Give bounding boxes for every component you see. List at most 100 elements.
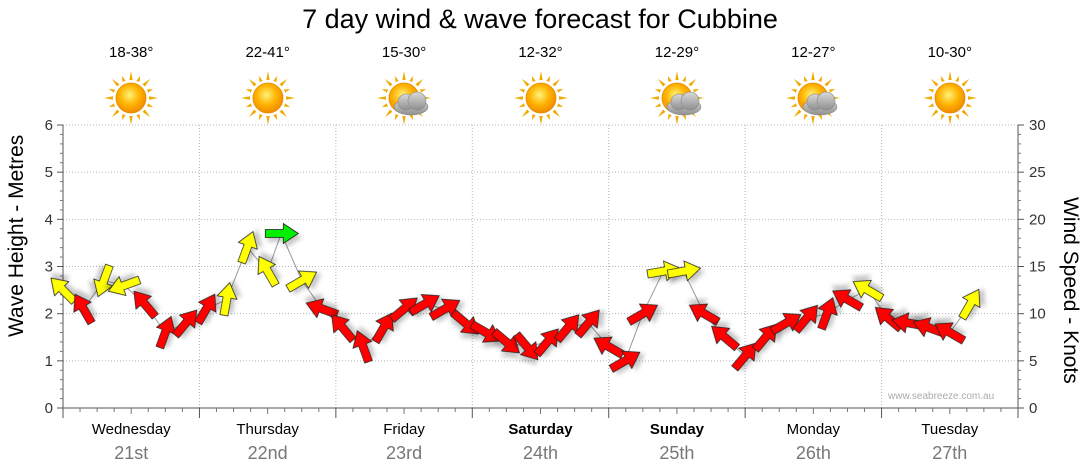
sun-icon xyxy=(513,71,568,125)
y-axis-label-left: Wave Height - Metres xyxy=(5,134,28,337)
wind-arrow xyxy=(512,331,539,361)
wind-arrow-shape xyxy=(408,294,440,317)
wind-arrow-shape xyxy=(593,336,626,359)
y-tick-label-left: 2 xyxy=(45,306,53,323)
day-name: Thursday xyxy=(236,421,299,438)
wind-arrow xyxy=(817,297,838,331)
wind-arrow xyxy=(285,270,318,293)
wind-arrow xyxy=(469,320,502,343)
day-name: Saturday xyxy=(508,421,573,438)
wind-arrow xyxy=(934,322,967,345)
wind-arrow xyxy=(216,282,238,317)
wind-arrow xyxy=(331,314,357,344)
wind-arrow xyxy=(107,275,142,297)
y-tick-label-left: 4 xyxy=(45,211,53,228)
wind-arrow xyxy=(832,289,864,312)
wind-arrow-shape xyxy=(832,289,864,312)
day-temperature: 12-32° xyxy=(518,44,563,61)
wind-arrow-shape xyxy=(817,297,838,331)
y-tick-label-right: 15 xyxy=(1029,259,1046,276)
wind-arrow-shape xyxy=(491,328,520,354)
y-tick-label-right: 5 xyxy=(1029,353,1037,370)
chart-title: 7 day wind & wave forecast for Cubbine xyxy=(302,4,778,34)
y-axis-label-right: Wind Speed - Knots xyxy=(1059,197,1080,384)
wind-arrow xyxy=(593,336,626,359)
wind-arrow xyxy=(958,288,981,321)
wind-arrow xyxy=(553,314,580,344)
day-date: 27th xyxy=(932,443,968,463)
wind-arrows xyxy=(50,222,981,373)
wind-arrow-shape xyxy=(285,270,318,293)
wind-arrow xyxy=(688,303,721,326)
y-tick-label-right: 10 xyxy=(1029,306,1046,323)
wind-arrow-shape xyxy=(264,222,300,245)
wind-arrow xyxy=(264,222,300,245)
day-date: 23rd xyxy=(386,443,423,463)
sun-icon xyxy=(922,71,977,125)
wind-arrow xyxy=(852,279,885,303)
day-name: Sunday xyxy=(649,421,705,438)
wind-arrow-shape xyxy=(626,303,659,326)
wind-arrow xyxy=(626,303,659,326)
y-tick-label-left: 6 xyxy=(45,117,53,134)
wind-arrow-shape xyxy=(133,290,159,320)
wind-arrow-shape xyxy=(711,325,741,352)
sun-icon xyxy=(104,71,159,125)
wind-arrow xyxy=(731,342,757,372)
wind-arrow-shape xyxy=(608,350,641,373)
wind-arrow xyxy=(93,263,114,298)
day-name: Friday xyxy=(383,421,425,438)
grid xyxy=(63,124,1018,408)
y-tick-label-right: 30 xyxy=(1029,117,1046,134)
wind-arrow-shape xyxy=(934,322,967,345)
day-date: 21st xyxy=(114,443,149,463)
wind-arrow xyxy=(237,230,258,265)
sun-cloud-icon xyxy=(377,71,432,125)
wind-arrow xyxy=(608,350,641,373)
wind-arrow xyxy=(371,312,394,345)
y-tick-label-left: 3 xyxy=(45,259,53,276)
wind-arrow-shape xyxy=(371,312,394,345)
day-temperature: 12-29° xyxy=(654,44,700,61)
sun-cloud-icon xyxy=(649,71,704,125)
day-date: 26th xyxy=(795,443,831,463)
wind-arrow-shape xyxy=(155,315,176,350)
wind-arrow xyxy=(491,328,520,354)
wind-arrow xyxy=(408,294,440,317)
wind-arrow xyxy=(194,293,217,326)
wind-arrow xyxy=(574,309,600,339)
wind-arrow-shape xyxy=(469,320,502,343)
watermark: www.seabreeze.com.au xyxy=(888,391,995,402)
sun-icon xyxy=(240,71,295,125)
y-tick-label-left: 5 xyxy=(45,164,53,181)
wind-arrow-shape xyxy=(731,342,757,372)
wind-arrow-shape xyxy=(688,303,721,326)
day-temperature: 12-27° xyxy=(791,44,836,61)
wind-arrow xyxy=(711,325,741,352)
wind-arrow-shape xyxy=(73,293,96,326)
sun-cloud-icon xyxy=(786,71,841,125)
y-tick-label-right: 0 xyxy=(1029,400,1037,417)
day-date: 22nd xyxy=(247,443,288,463)
wind-arrow xyxy=(666,260,702,282)
wind-arrow-shape xyxy=(553,314,580,344)
wind-arrow-shape xyxy=(769,312,802,336)
wind-arrow-shape xyxy=(305,298,340,319)
wind-arrow xyxy=(73,293,96,326)
wind-arrow-shape xyxy=(512,331,539,361)
day-name: Tuesday xyxy=(921,421,979,438)
wind-arrow xyxy=(792,304,818,334)
wind-arrow-shape xyxy=(574,309,600,339)
wind-arrow-shape xyxy=(257,255,280,288)
wind-arrow-shape xyxy=(93,263,114,298)
day-date: 25th xyxy=(659,443,695,463)
wind-arrow-shape xyxy=(958,288,981,321)
wind-arrow-shape xyxy=(194,293,217,326)
y-tick-label-left: 0 xyxy=(45,400,53,417)
day-name: Monday xyxy=(786,421,841,438)
wind-arrow xyxy=(155,315,176,350)
wind-arrow xyxy=(133,290,159,320)
wind-arrow-shape xyxy=(216,282,238,317)
y-tick-label-right: 20 xyxy=(1029,211,1046,228)
